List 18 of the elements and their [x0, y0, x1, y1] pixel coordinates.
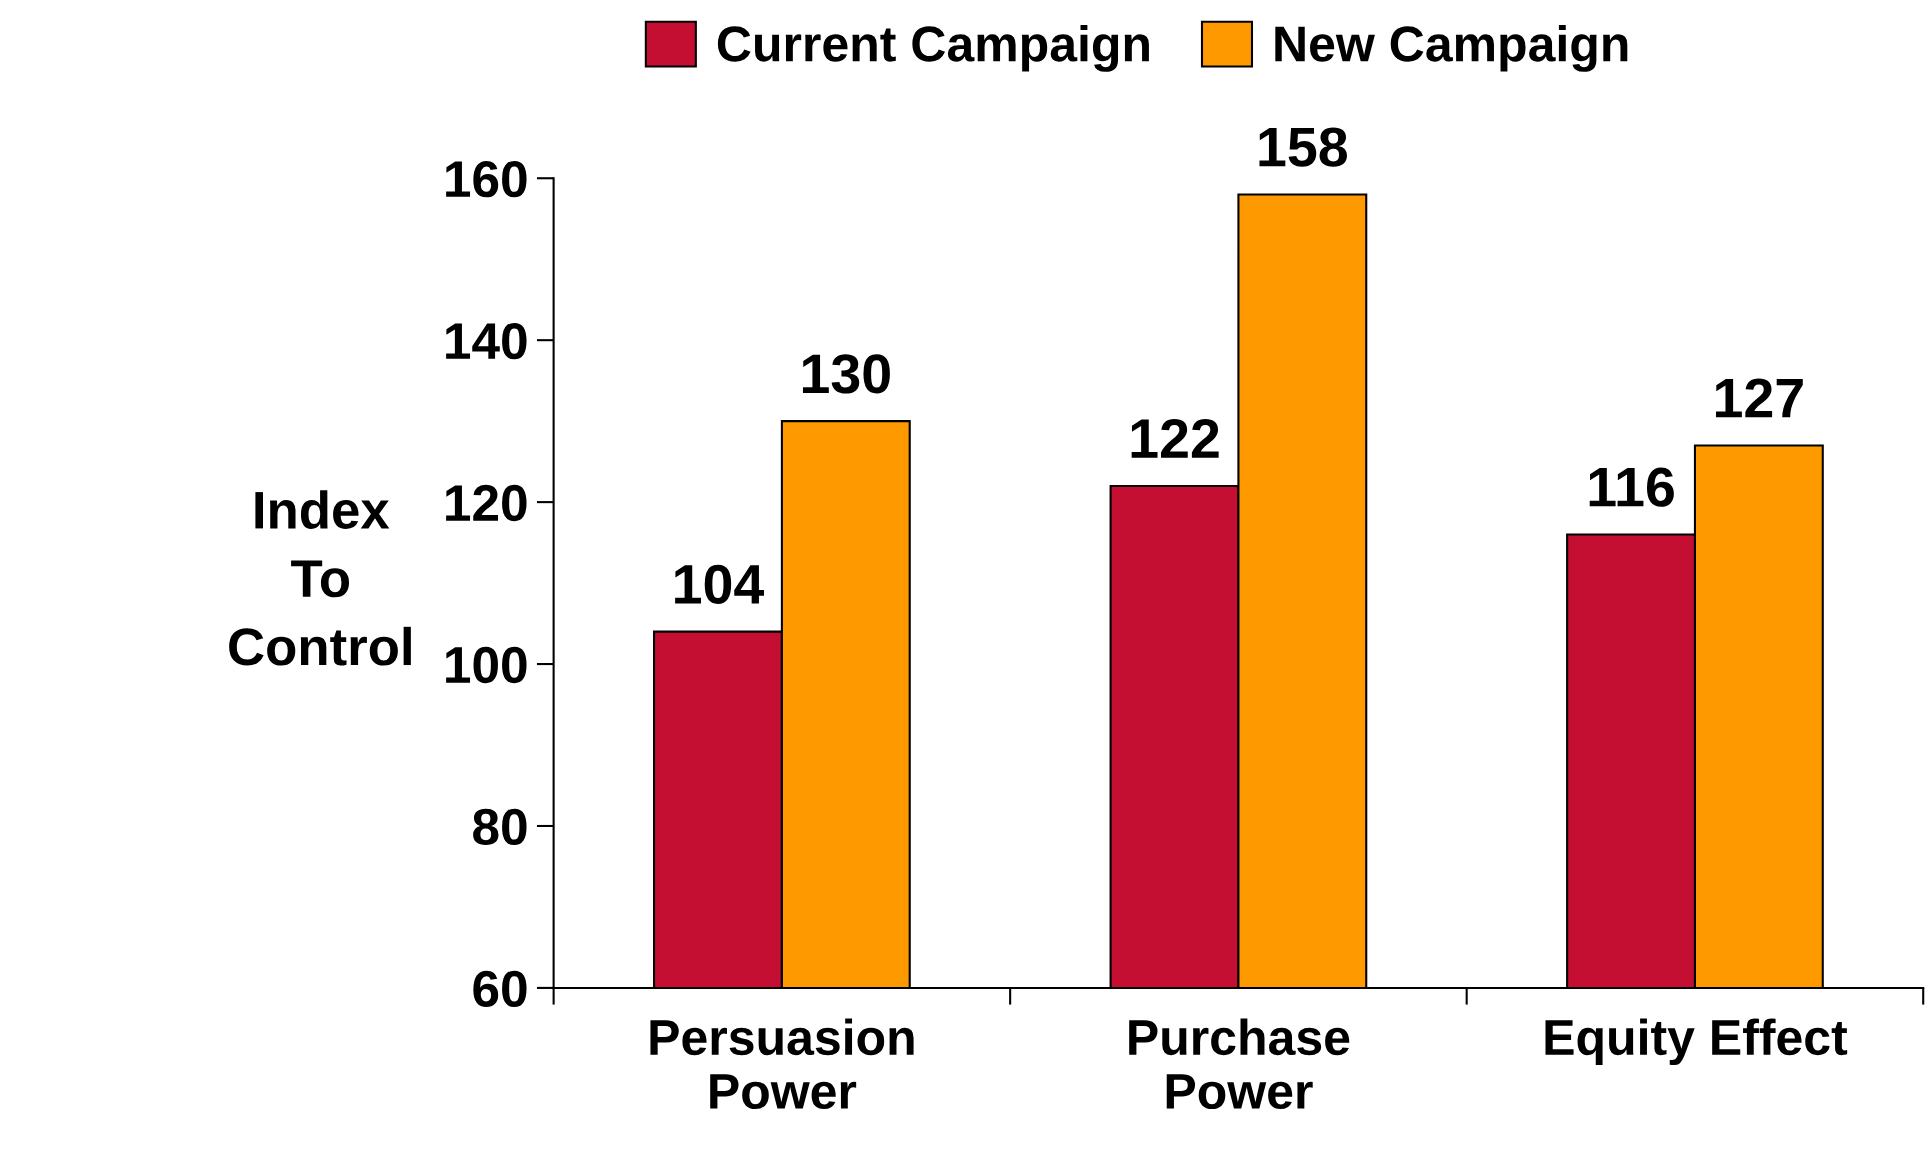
x-tick-label: Persuasion Power	[650, 1018, 914, 1110]
y-tick-label: 80	[473, 808, 527, 846]
legend-label: Current Campaign	[717, 24, 1149, 72]
data-label: 130	[802, 354, 890, 394]
y-tick-label: 100	[446, 646, 527, 684]
x-tick-label: Equity Effect	[1545, 1018, 1848, 1066]
legend-label: New Campaign	[1275, 24, 1628, 72]
x-tick-label: Purchase Power	[1129, 1018, 1350, 1110]
y-axis-title: Index To Control	[229, 490, 411, 666]
y-tick-label: 160	[446, 160, 527, 198]
data-label: 104	[675, 564, 765, 605]
data-label: 158	[1259, 127, 1347, 167]
y-tick-label: 140	[446, 322, 527, 360]
data-label: 122	[1131, 418, 1219, 458]
data-label: 127	[1716, 378, 1803, 418]
y-tick-label: 60	[473, 970, 527, 1008]
data-label: 116	[1589, 467, 1674, 507]
y-tick-label: 120	[446, 484, 527, 522]
